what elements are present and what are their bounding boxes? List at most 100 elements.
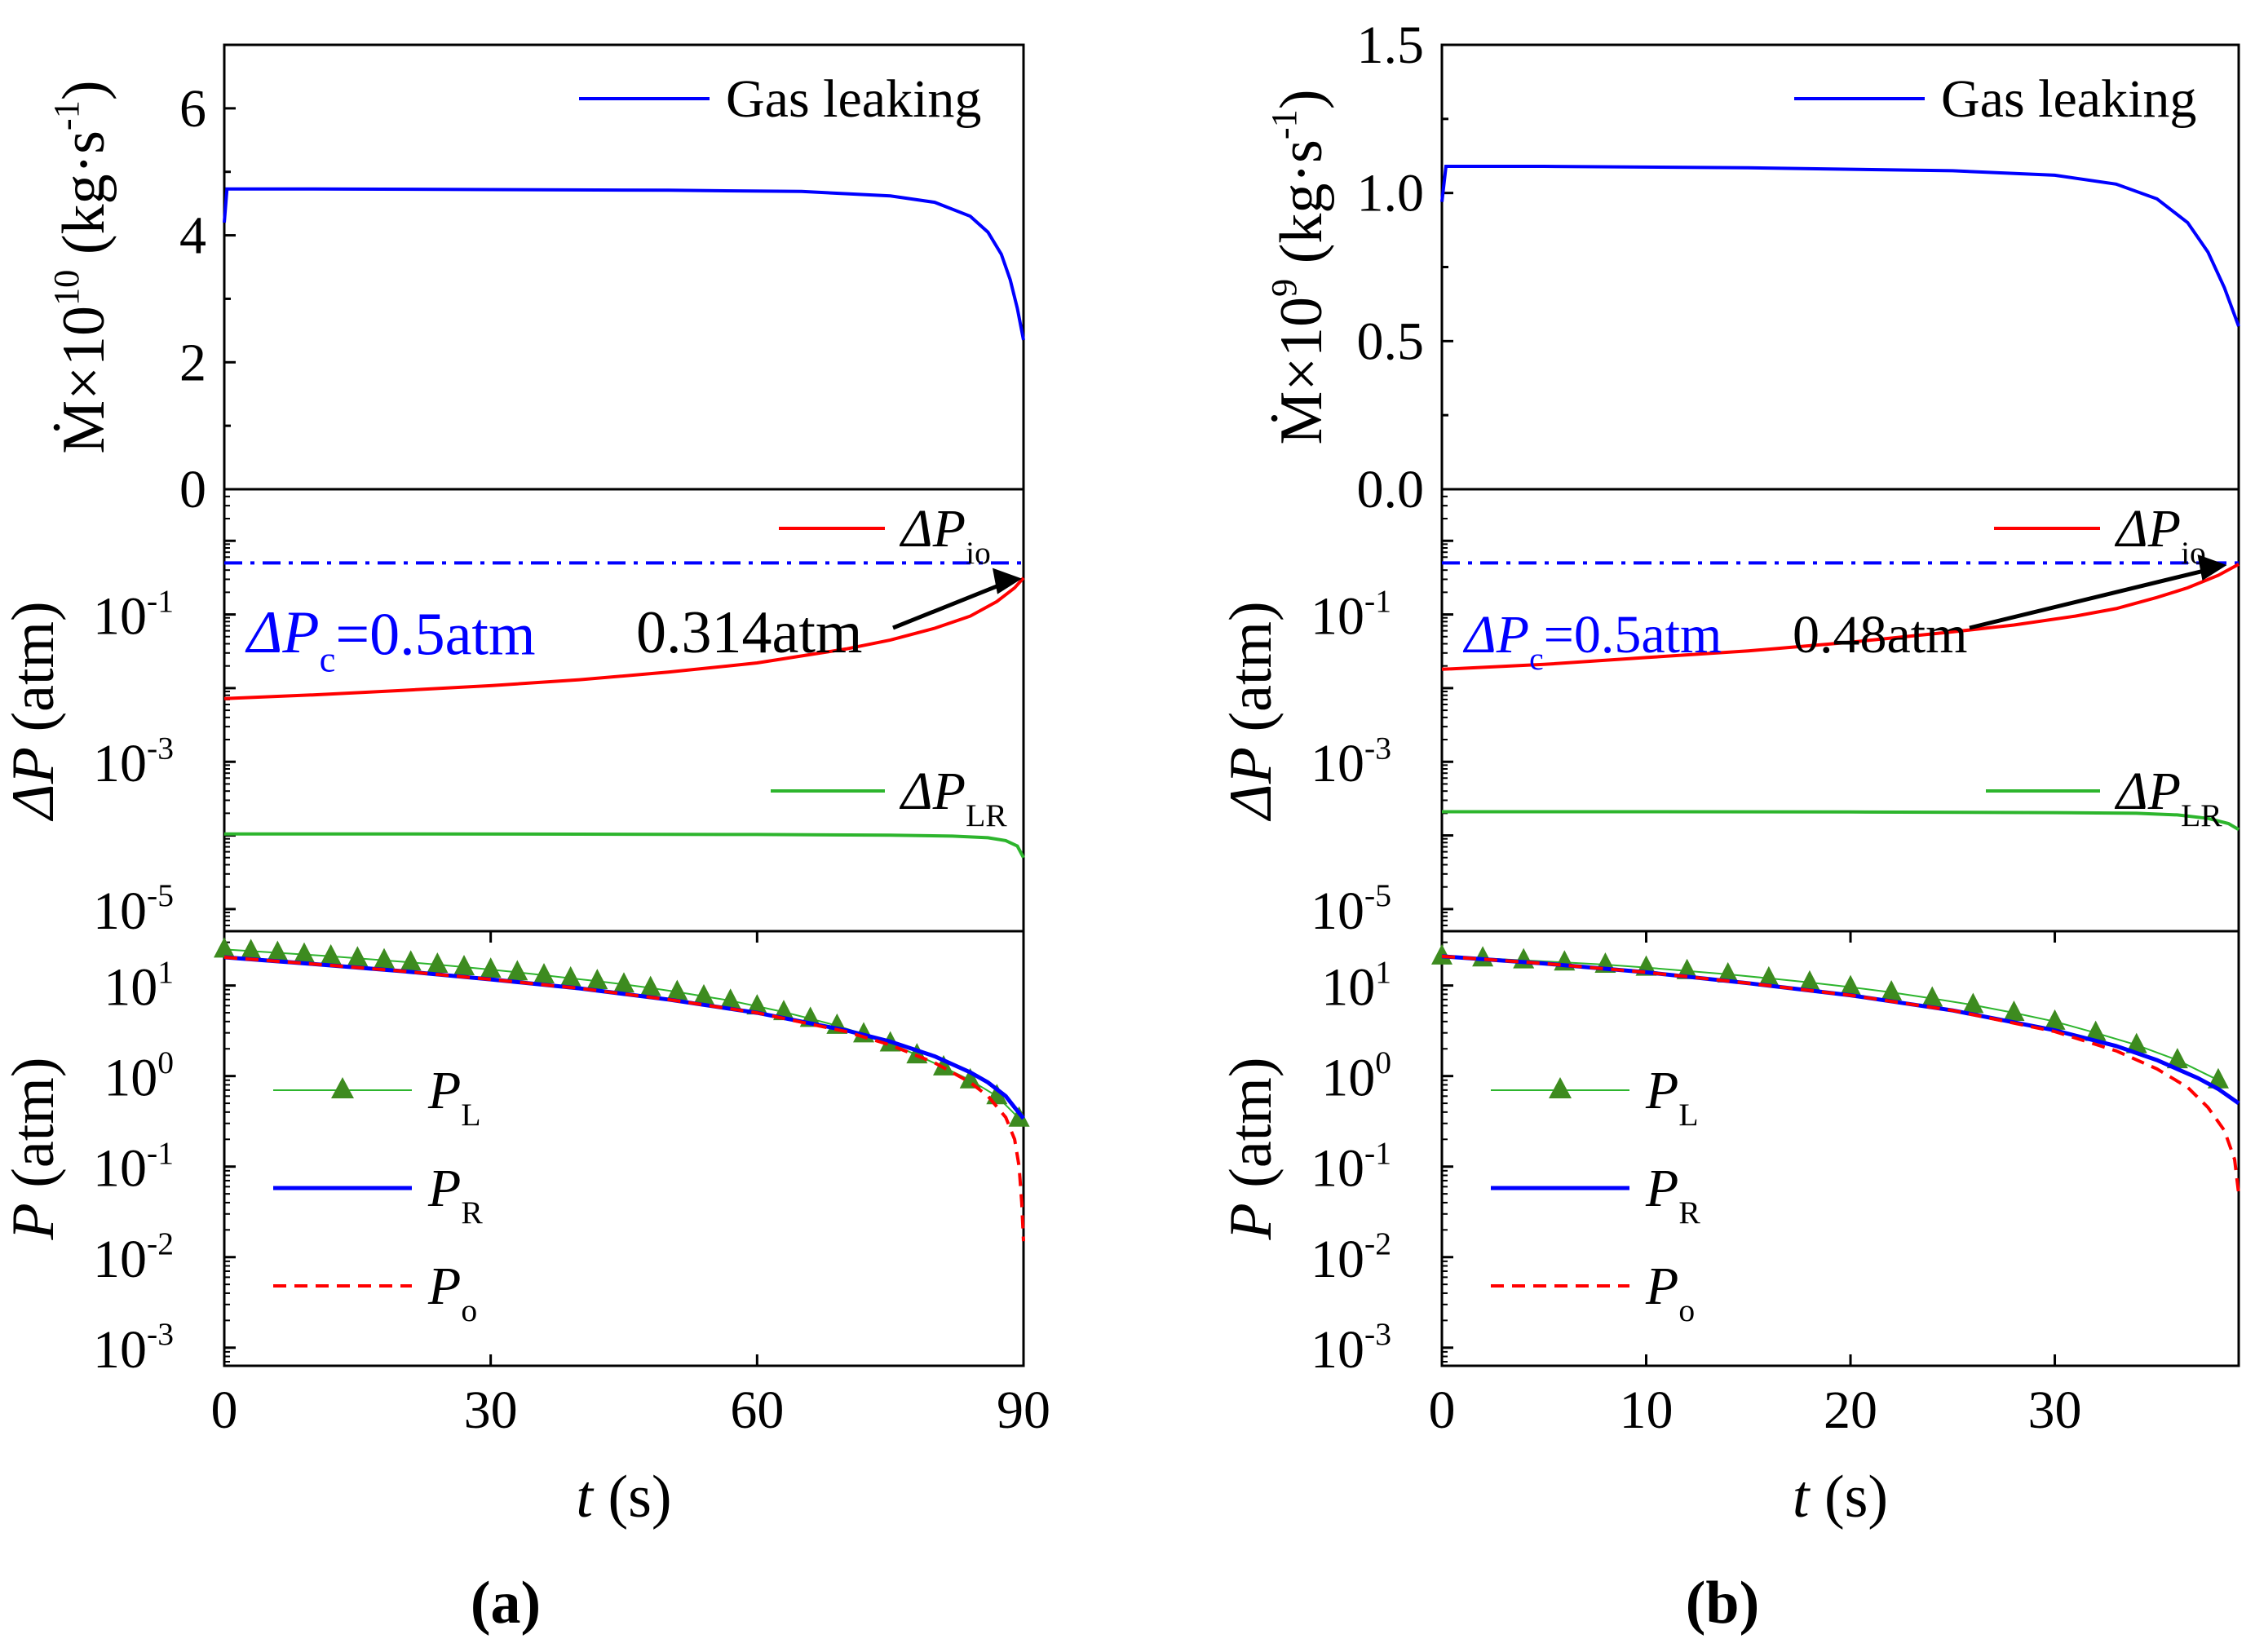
pl-marker [746,994,768,1015]
pl-marker [267,940,289,961]
pl-marker [400,950,422,971]
p-y-tick-label: 100 [104,1045,174,1108]
pl-line [1441,955,2219,1081]
pl-marker [693,983,714,1005]
x-axis-label: t (s) [1793,1464,1888,1531]
dp-y-tick-label: 10-1 [1311,583,1391,647]
x-tick-label: 30 [464,1380,518,1440]
gas-leaking-line [1440,165,2240,327]
panel-label: (b) [1686,1570,1759,1637]
pl-marker [214,937,235,958]
mdot-y-tick-label: 4 [179,206,206,266]
legend-pl-marker [1549,1077,1572,1098]
legend-pr-label: PR [1645,1159,1700,1230]
dp-annotation-label: 0.48atm [1793,605,1967,665]
pl-marker [586,969,608,990]
legend-pl-marker [331,1077,354,1098]
pl-marker [2044,1009,2066,1030]
dp-c-label: ΔPc=0.5atm [1462,605,1722,677]
pl-marker [1676,958,1698,979]
pl-marker [933,1054,954,1076]
pl-marker [506,960,528,981]
pl-marker [613,972,634,993]
pl-marker [480,957,502,978]
p-axes-frame [1440,930,2240,1367]
pl-marker [2003,1000,2025,1022]
dp-lr-line [1442,810,2240,832]
pl-marker [1758,965,1780,987]
panel-b: 0 10 20 30 t (s) (b) 0.0 0.5 1.0 1.5 Gas leaking Ṁ×… [1218,15,2240,1637]
pl-marker [959,1067,981,1089]
pl-marker [2166,1048,2188,1069]
x-tick-label: 0 [1429,1380,1456,1440]
pl-marker [1472,946,1494,967]
legend-dp-io-label: ΔPio [899,499,991,571]
pl-marker [2085,1020,2107,1041]
x-tick-label: 10 [1620,1380,1674,1440]
dp-y-tick-label: 10-1 [93,583,174,647]
mdot-y-tick-label: 0.0 [1357,460,1425,519]
p-y-tick-label: 10-1 [1311,1135,1391,1199]
pl-marker [1717,961,1739,983]
annotation-arrow-head [993,568,1022,594]
pl-marker [1008,1106,1030,1127]
pl-marker [1881,980,1903,1001]
dp-y-axis-label: ΔP (atm) [1218,601,1284,821]
pl-marker [374,947,395,969]
mdot-y-tick-label: 0.5 [1357,311,1425,371]
p-y-tick-label: 10-3 [1311,1316,1391,1380]
gas-leaking-line [223,187,1025,341]
po-line [223,956,1025,1242]
legend-gas-leaking-label: Gas leaking [1941,69,2196,129]
dp-y-tick-label: 10-5 [1311,877,1391,941]
p-y-tick-label: 100 [1321,1045,1391,1108]
p-y-axis-label: P (atm) [1218,1058,1284,1241]
pl-marker [719,988,741,1009]
pl-marker [1513,947,1535,969]
annotation-arrow-shaft [892,581,1006,630]
dp-io-line [223,576,1025,700]
pl-marker [453,954,475,975]
mdot-y-tick-label: 1.0 [1357,164,1425,223]
mdot-y-tick-label: 0 [179,460,206,519]
dp-y-tick-label: 10-5 [93,877,174,941]
mdot-y-tick-label: 1.5 [1357,15,1425,75]
dp-y-tick-label: 10-3 [1311,731,1391,794]
x-tick-label: 90 [997,1380,1050,1440]
dp-io-line [1441,563,2240,671]
legend-po-label: Po [1645,1257,1695,1328]
pl-marker [639,975,661,996]
p-y-tick-label: 10-2 [1311,1226,1391,1289]
pl-marker [533,962,555,983]
legend-pl-label: PL [1645,1061,1699,1133]
pl-marker [427,952,449,974]
pl-marker [347,946,369,967]
dp-y-tick-label: 10-3 [93,731,174,794]
p-y-tick-label: 10-3 [93,1316,174,1380]
dp-annotation-label: 0.314atm [636,599,862,666]
p-y-tick-label: 10-1 [93,1135,174,1199]
pr-line [1441,954,2240,1106]
pl-marker [1921,986,1943,1007]
legend-pr-label: PR [427,1159,483,1230]
panel-label: (a) [471,1570,541,1637]
p-y-axis-label: P (atm) [0,1058,67,1241]
p-y-tick-label: 101 [104,954,174,1018]
pl-marker [240,939,262,960]
pl-marker [294,942,315,963]
dp-lr-line [224,832,1025,859]
po-line [1441,954,2240,1195]
mdot-y-axis-label: Ṁ×109 (kg·s-1) [1263,90,1335,445]
mdot-y-axis-label: Ṁ×1010 (kg·s-1) [46,80,117,453]
pl-marker [1798,970,1820,991]
mdot-y-tick-label: 2 [179,333,206,392]
x-axis-label: t (s) [576,1464,671,1531]
pl-marker [666,979,688,1000]
pl-marker [2207,1067,2229,1089]
p-y-tick-label: 10-2 [93,1226,174,1289]
p-axes-frame [223,930,1025,1367]
pl-marker [1962,992,1984,1014]
pl-marker [2125,1032,2147,1053]
x-tick-label: 30 [2028,1380,2082,1440]
